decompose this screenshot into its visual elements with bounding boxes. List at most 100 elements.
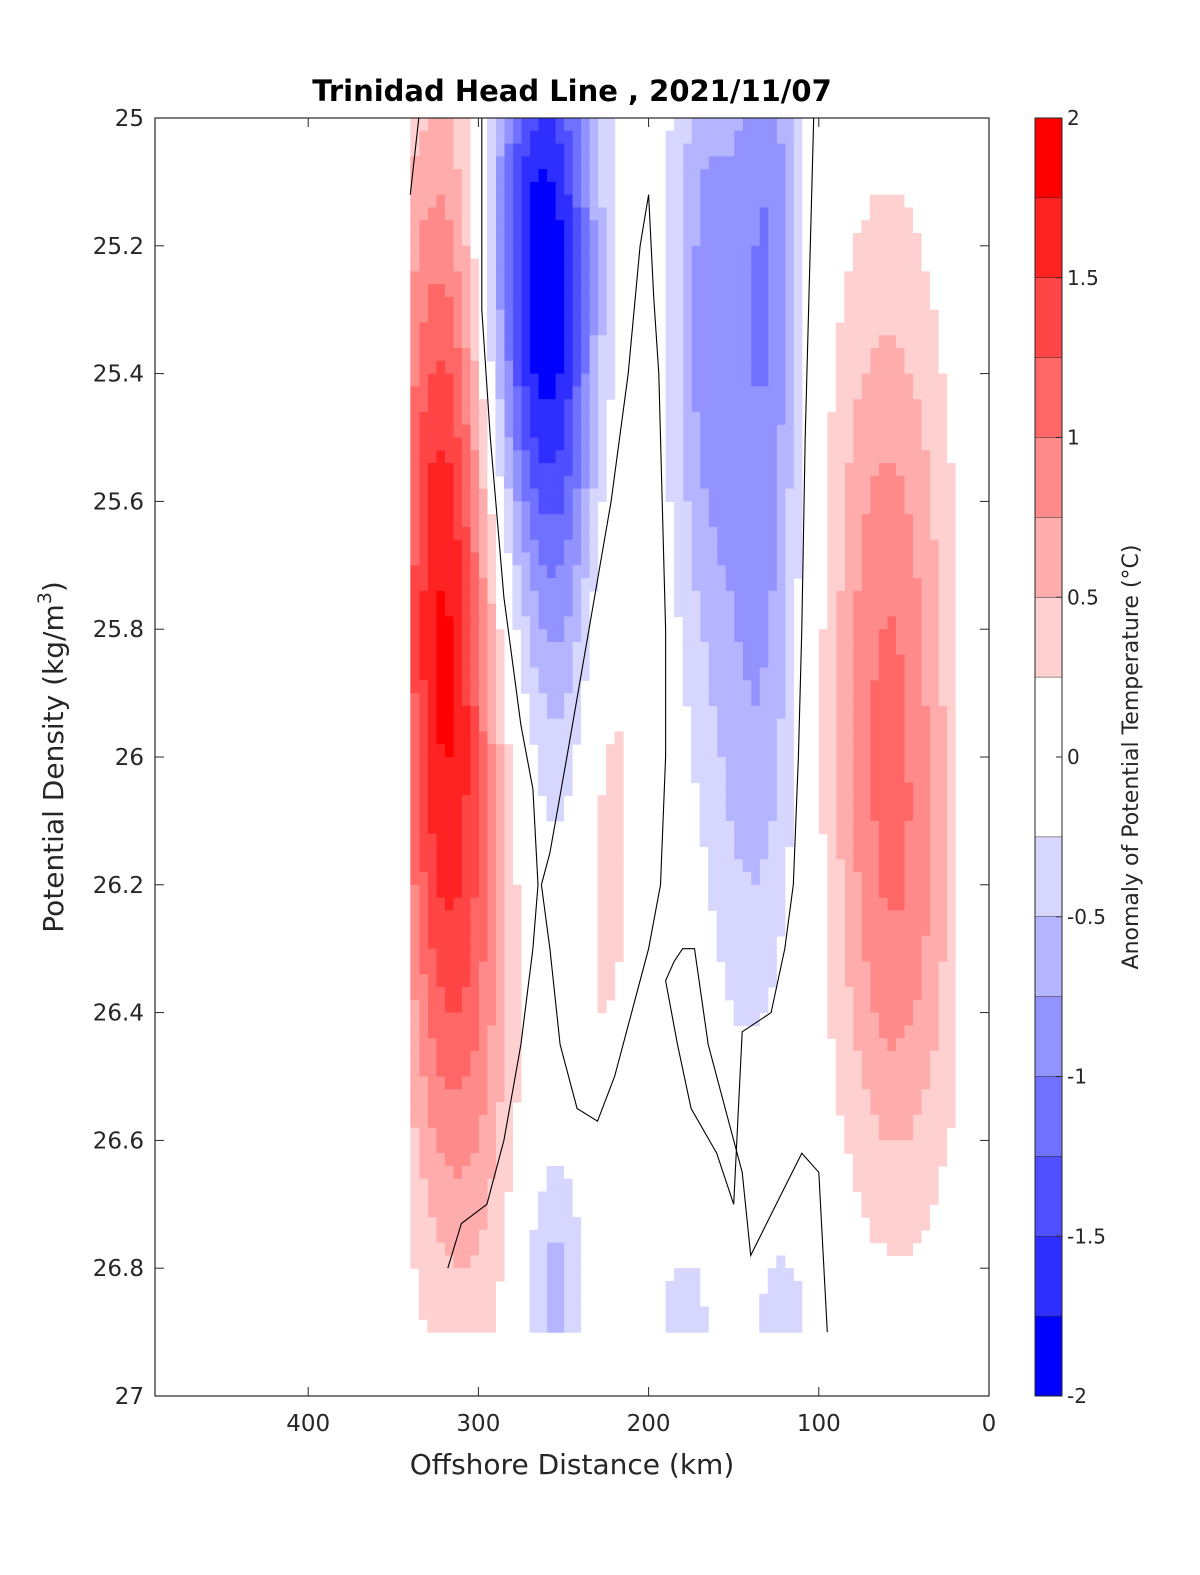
field-cell [750,207,760,221]
field-cell [750,884,760,899]
field-cell [886,373,896,387]
field-cell [597,808,607,822]
field-cell [767,271,777,285]
field-cell [572,463,582,477]
field-cell [699,488,709,502]
field-cell [759,705,769,720]
field-cell [589,284,599,298]
field-cell [495,782,505,796]
field-cell [444,693,454,707]
field-cell [444,731,454,745]
field-cell [776,437,786,451]
field-cell [929,514,939,528]
field-cell [478,654,488,669]
field-cell [469,284,479,298]
field-cell [580,386,590,400]
field-cell [537,667,548,681]
field-cell [469,1293,479,1308]
field-cell [469,974,479,988]
field-cell [903,910,914,924]
field-cell [580,233,590,247]
field-cell [852,360,862,375]
field-cell [716,667,726,681]
field-cell [903,501,914,515]
field-cell [716,578,726,592]
field-cell [529,718,539,733]
field-cell [886,744,896,758]
field-cell [461,143,471,157]
field-cell [563,143,573,157]
field-cell [946,808,956,822]
field-cell [878,757,888,771]
field-cell [435,373,445,387]
field-cell [486,258,497,272]
field-cell [503,348,514,362]
field-cell [903,1242,914,1257]
field-cell [929,411,939,426]
field-cell [784,424,794,439]
field-cell [546,1165,556,1180]
field-cell [793,437,803,451]
field-cell [435,718,445,733]
field-cell [512,923,522,937]
field-cell [784,411,794,426]
field-cell [742,935,752,950]
field-cell [478,1204,488,1218]
field-cell [852,399,862,413]
field-cell [793,1306,803,1320]
field-cell [912,309,922,324]
field-cell [418,386,428,400]
field-cell [776,233,786,247]
field-cell [776,744,786,758]
field-cell [759,130,769,145]
field-cell [435,693,445,707]
field-cell [554,207,565,221]
field-cell [852,923,862,937]
field-cell [827,757,837,771]
field-cell [844,590,854,605]
field-cell [852,501,862,515]
field-cell [869,578,879,592]
field-cell [495,846,505,860]
field-cell [784,616,794,630]
field-cell [878,948,888,963]
field-cell [895,731,905,745]
field-cell [895,1217,905,1231]
field-cell [427,757,437,771]
field-cell [572,386,582,400]
field-cell [835,348,845,362]
field-cell [461,910,471,924]
field-cell [469,757,479,771]
field-cell [469,552,479,566]
field-cell [920,974,931,988]
field-cell [478,999,488,1014]
field-cell [750,450,760,464]
field-cell [937,578,948,592]
field-cell [861,335,871,349]
field-cell [682,693,692,707]
field-cell [606,744,616,758]
field-cell [529,348,539,362]
field-cell [776,820,786,835]
field-cell [418,629,428,643]
field-cell [835,846,845,860]
field-cell [537,578,548,592]
field-cell [861,923,871,937]
field-cell [469,1076,479,1090]
field-cell [444,1063,454,1078]
field-cell [682,514,692,528]
field-cell [869,654,879,669]
field-cell [537,1280,548,1295]
field-cell [725,987,735,1001]
field-cell [674,360,684,375]
field-cell [903,1038,914,1052]
field-cell [742,207,752,221]
field-cell [495,1268,505,1282]
field-cell [937,1050,948,1065]
field-cell [844,526,854,541]
field-cell [767,654,777,669]
field-cell [418,271,428,285]
field-cell [435,207,445,221]
field-cell [461,1178,471,1193]
field-cell [869,1204,879,1218]
